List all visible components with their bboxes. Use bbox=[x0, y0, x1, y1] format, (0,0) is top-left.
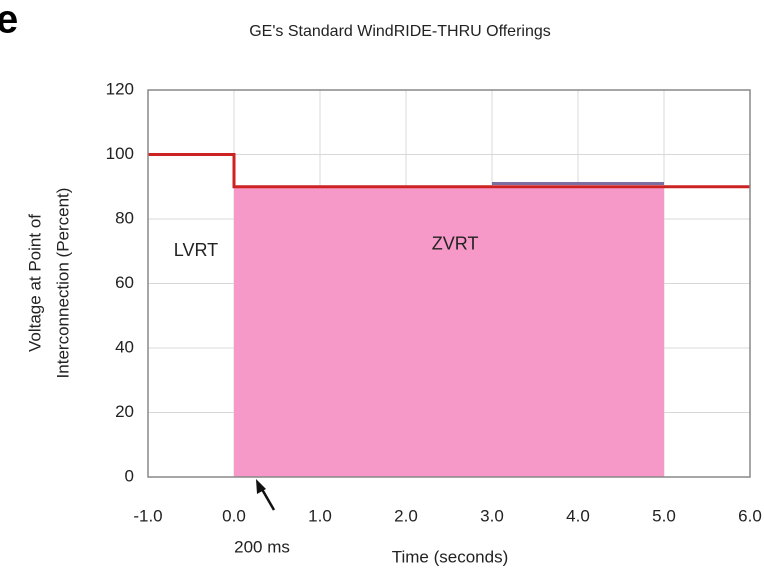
y-tick-label: 120 bbox=[106, 79, 134, 98]
annotation: 200 ms bbox=[234, 537, 290, 556]
y-tick-label: 100 bbox=[106, 144, 134, 163]
y-axis-label: Interconnection (Percent) bbox=[53, 188, 72, 379]
x-tick-label: 4.0 bbox=[566, 506, 590, 525]
y-axis-label: Voltage at Point of bbox=[25, 214, 44, 352]
x-tick-label: 2.0 bbox=[394, 506, 418, 525]
line bbox=[148, 153, 750, 189]
x-axis-label: Time (seconds) bbox=[392, 547, 509, 566]
x-tick-label: 3.0 bbox=[480, 506, 504, 525]
x-tick-label: 1.0 bbox=[308, 506, 332, 525]
y-tick-label: 0 bbox=[125, 466, 134, 485]
chart-title: GE's Standard WindRIDE-THRU Offerings bbox=[249, 23, 551, 40]
x-tick-label: 5.0 bbox=[652, 506, 676, 525]
x-tick-label: 6.0 bbox=[738, 506, 762, 525]
series-label: LVRT bbox=[174, 240, 218, 260]
y-tick-label: 60 bbox=[115, 273, 134, 292]
area bbox=[234, 186, 664, 477]
y-tick-label: 20 bbox=[115, 402, 134, 421]
plot-border bbox=[147, 89, 751, 478]
y-tick-label: 80 bbox=[115, 208, 134, 227]
x-tick-label: 0.0 bbox=[222, 506, 246, 525]
series-label: ZVRT bbox=[432, 234, 479, 254]
annotation-arrow bbox=[256, 479, 276, 511]
y-tick-label: 40 bbox=[115, 337, 134, 356]
panel-label: e bbox=[0, 0, 18, 42]
x-tick-label: -1.0 bbox=[133, 506, 162, 525]
